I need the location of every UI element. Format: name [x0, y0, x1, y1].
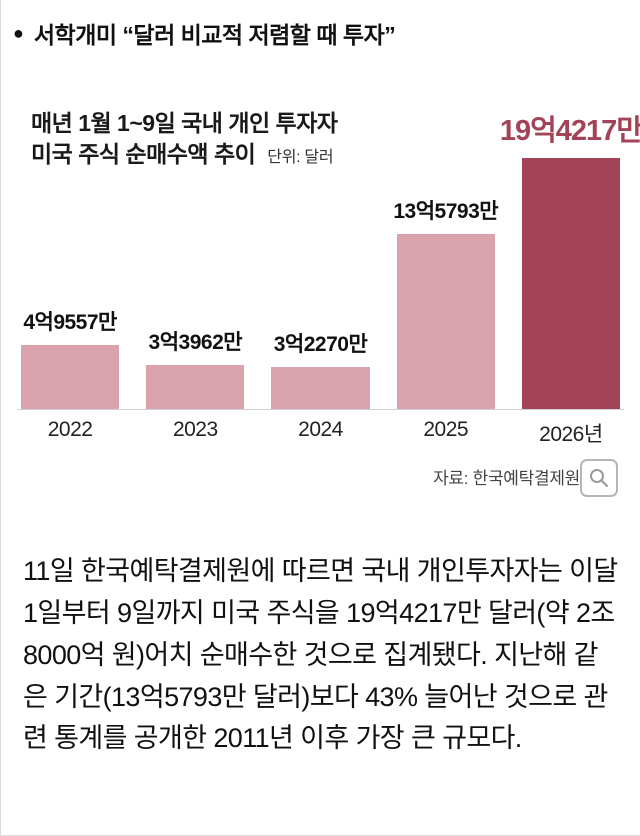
x-axis-label: 2026년	[539, 423, 603, 446]
headline-text: 서학개미 “달러 비교적 저렴할 때 투자”	[33, 22, 396, 48]
bar-value-label: 19억4217만	[499, 115, 640, 147]
chart-title: 매년 1월 1~9일 국내 개인 투자자 미국 주식 순매수액 추이 단위: 달…	[31, 108, 338, 170]
article-headline: ● 서학개미 “달러 비교적 저렴할 때 투자”	[1, 0, 640, 50]
x-axis-label: 2025	[423, 418, 469, 441]
bar-chart: 4억9557만 3억3962만 3억2270만 13억5793만 19억4217만 20…	[17, 107, 640, 448]
x-axis-label: 2023	[172, 418, 218, 441]
bar-column: 19억4217만	[500, 107, 640, 409]
chart-source: 자료: 한국예탁결제원	[433, 469, 580, 488]
bar-area: 4억9557만 3억3962만 3억2270만 13억5793만 19억4217만	[17, 107, 640, 410]
article-body: 11일 한국예탁결제원에 따르면 국내 개인투자자는 이달 1일부터 9일까지 …	[1, 499, 640, 760]
bar	[271, 367, 370, 409]
body-paragraph: 11일 한국예탁결제원에 따르면 국내 개인투자자는 이달 1일부터 9일까지 …	[23, 556, 618, 754]
bar-column: 3억3962만	[146, 326, 245, 409]
bar-value-label: 4억9557만	[23, 311, 117, 334]
bar	[146, 365, 245, 409]
magnifier-icon[interactable]	[580, 459, 618, 497]
bar	[396, 234, 495, 409]
x-axis-label: 2022	[47, 418, 93, 441]
x-axis: 2022 2023 2024 2025 2026년	[17, 410, 624, 448]
chart-figure: 매년 1월 1~9일 국내 개인 투자자 미국 주식 순매수액 추이 단위: 달…	[17, 107, 640, 499]
bar-value-label: 3억2270만	[273, 333, 368, 356]
bar-value-label: 3억3962만	[148, 331, 243, 354]
bullet-icon: ●	[13, 23, 24, 43]
bar-column: 4억9557만	[21, 306, 120, 409]
chart-unit-label: 단위: 달러	[267, 149, 334, 167]
bar	[21, 345, 120, 409]
bar-column: 3억2270만	[271, 328, 370, 409]
bar	[521, 158, 621, 409]
x-axis-label: 2024	[298, 418, 343, 441]
bar-column: 13억5793만	[393, 195, 499, 409]
bar-value-label: 13억5793만	[393, 200, 499, 223]
chart-title-line2: 미국 주식 순매수액 추이	[31, 141, 256, 168]
chart-title-line1: 매년 1월 1~9일 국내 개인 투자자	[31, 110, 338, 136]
